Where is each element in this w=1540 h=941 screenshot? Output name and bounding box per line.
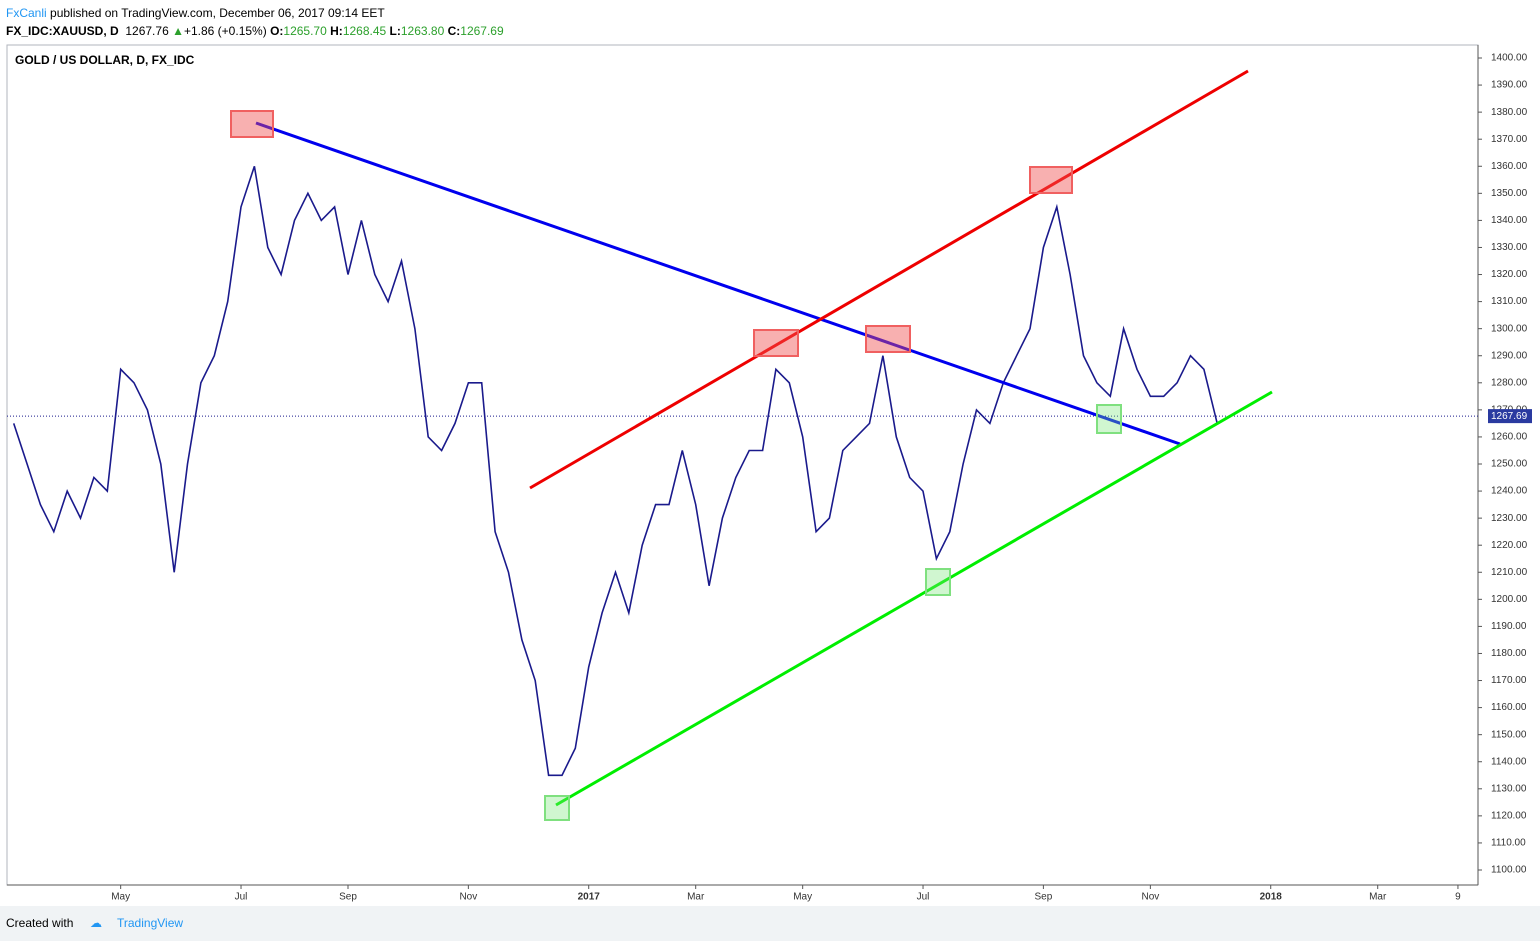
y-tick-label: 1150.00	[1491, 729, 1527, 740]
x-tick-label: Jul	[917, 892, 930, 903]
footer: Created with ☁ TradingView	[0, 906, 1540, 941]
price: 1267.76	[125, 24, 169, 38]
y-tick-label: 1130.00	[1491, 783, 1527, 794]
support-box	[544, 795, 570, 821]
header: FxCanli published on TradingView.com, De…	[6, 4, 504, 40]
y-tick-label: 1170.00	[1491, 675, 1527, 686]
y-tick-label: 1110.00	[1491, 838, 1526, 849]
y-tick-label: 1380.00	[1491, 107, 1528, 118]
last-price-box	[1488, 409, 1532, 424]
y-tick-label: 1190.00	[1491, 621, 1527, 632]
resistance-box	[230, 110, 274, 138]
x-tick-label: Mar	[1369, 892, 1387, 903]
ohlc-label: L:	[389, 24, 401, 38]
chart-title: GOLD / US DOLLAR, D, FX_IDC	[15, 53, 195, 67]
ohlc-value: 1263.80	[400, 24, 445, 38]
x-tick-label: May	[111, 892, 130, 903]
ohlc-label: H:	[330, 24, 343, 38]
last-price-label: 1267.69	[1491, 411, 1528, 422]
x-tick-label: Jul	[235, 892, 248, 903]
header-line: FxCanli published on TradingView.com, De…	[6, 4, 504, 22]
x-tick-label: 2017	[578, 892, 601, 903]
ohlc-label: C:	[447, 24, 461, 38]
y-tick-label: 1310.00	[1491, 296, 1528, 307]
trend-line	[555, 390, 1273, 807]
y-tick-label: 1200.00	[1491, 594, 1528, 605]
y-tick-label: 1360.00	[1491, 161, 1528, 172]
x-tick-label: Nov	[1141, 892, 1159, 903]
y-tick-label: 1370.00	[1491, 134, 1528, 145]
y-tick-label: 1230.00	[1491, 513, 1528, 524]
y-tick-label: 1120.00	[1491, 811, 1527, 822]
header-line: FX_IDC:XAUUSD, D 1267.76 ▲+1.86 (+0.15%)…	[6, 22, 504, 40]
annotations	[230, 69, 1273, 821]
x-tick-label: 9	[1455, 892, 1461, 903]
y-tick-label: 1400.00	[1491, 53, 1528, 64]
y-tick-label: 1250.00	[1491, 459, 1528, 470]
support-box	[925, 568, 951, 596]
symbol: FX_IDC:XAUUSD, D	[6, 24, 119, 38]
x-tick-label: May	[793, 892, 812, 903]
y-tick-label: 1340.00	[1491, 215, 1528, 226]
ohlc-value: 1267.69	[460, 24, 504, 38]
ohlc-value: 1265.70	[283, 24, 327, 38]
y-tick-label: 1240.00	[1491, 486, 1528, 497]
resistance-box	[865, 325, 911, 353]
chart: GOLD / US DOLLAR, D, FX_IDC 1100.00 1110.…	[6, 44, 1532, 903]
brand[interactable]: TradingView	[117, 916, 184, 930]
support-box	[1096, 404, 1122, 434]
y-tick-label: 1390.00	[1491, 80, 1528, 91]
y-tick-label: 1260.00	[1491, 432, 1528, 443]
x-tick-label: 2018	[1260, 892, 1283, 903]
published: published on TradingView.com, December 0…	[50, 6, 385, 20]
y-tick-label: 1160.00	[1491, 702, 1527, 713]
y-tick-label: 1350.00	[1491, 188, 1528, 199]
y-tick-label: 1280.00	[1491, 377, 1528, 388]
y-tick-label: 1300.00	[1491, 323, 1528, 334]
cloud-icon: ☁	[90, 916, 102, 930]
created-with: Created with	[6, 916, 74, 930]
y-tick-label: 1330.00	[1491, 242, 1528, 253]
price-line	[12, 166, 1218, 777]
x-tick-label: Sep	[339, 892, 357, 903]
y-tick-label: 1320.00	[1491, 269, 1528, 280]
x-tick-label: Nov	[459, 892, 477, 903]
resistance-box	[1029, 166, 1073, 194]
resistance-box	[753, 329, 799, 357]
y-tick-label: 1220.00	[1491, 540, 1528, 551]
x-tick-label: Sep	[1034, 892, 1052, 903]
y-tick-label: 1180.00	[1491, 648, 1527, 659]
y-tick-label: 1140.00	[1491, 756, 1527, 767]
y-tick-label: 1210.00	[1491, 567, 1528, 578]
y-tick-label: 1100.00	[1491, 865, 1527, 876]
ohlc-value: 1268.45	[342, 24, 387, 38]
trend-line	[529, 69, 1249, 490]
ohlc-label: O:	[270, 24, 284, 38]
x-tick-label: Mar	[687, 892, 705, 903]
change: +1.86 (+0.15%)	[183, 24, 267, 38]
author[interactable]: FxCanli	[6, 6, 47, 20]
change-arrow: ▲	[172, 24, 184, 38]
trend-line	[255, 121, 1181, 446]
y-tick-label: 1290.00	[1491, 350, 1528, 361]
